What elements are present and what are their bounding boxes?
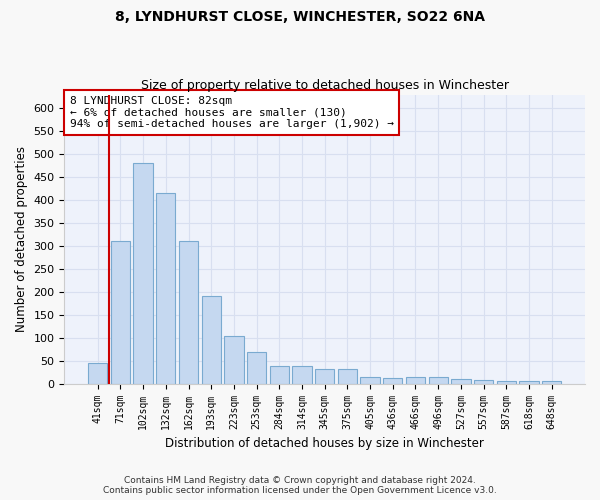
Bar: [474, 380, 493, 384]
Bar: [338, 370, 357, 384]
Bar: [111, 241, 130, 384]
Bar: [361, 378, 380, 384]
Bar: [542, 382, 562, 384]
Bar: [88, 362, 107, 384]
Bar: [247, 352, 266, 384]
Bar: [133, 164, 153, 384]
Bar: [292, 366, 311, 384]
Bar: [179, 241, 198, 384]
Bar: [269, 366, 289, 384]
Bar: [497, 382, 516, 384]
Y-axis label: Number of detached properties: Number of detached properties: [15, 146, 28, 332]
Bar: [156, 193, 175, 384]
Text: Contains HM Land Registry data © Crown copyright and database right 2024.
Contai: Contains HM Land Registry data © Crown c…: [103, 476, 497, 495]
Title: Size of property relative to detached houses in Winchester: Size of property relative to detached ho…: [141, 79, 509, 92]
X-axis label: Distribution of detached houses by size in Winchester: Distribution of detached houses by size …: [165, 437, 484, 450]
Bar: [520, 382, 539, 384]
Bar: [383, 378, 403, 384]
Bar: [406, 378, 425, 384]
Text: 8, LYNDHURST CLOSE, WINCHESTER, SO22 6NA: 8, LYNDHURST CLOSE, WINCHESTER, SO22 6NA: [115, 10, 485, 24]
Text: 8 LYNDHURST CLOSE: 82sqm
← 6% of detached houses are smaller (130)
94% of semi-d: 8 LYNDHURST CLOSE: 82sqm ← 6% of detache…: [70, 96, 394, 129]
Bar: [224, 336, 244, 384]
Bar: [315, 370, 334, 384]
Bar: [451, 378, 470, 384]
Bar: [428, 377, 448, 384]
Bar: [202, 296, 221, 384]
